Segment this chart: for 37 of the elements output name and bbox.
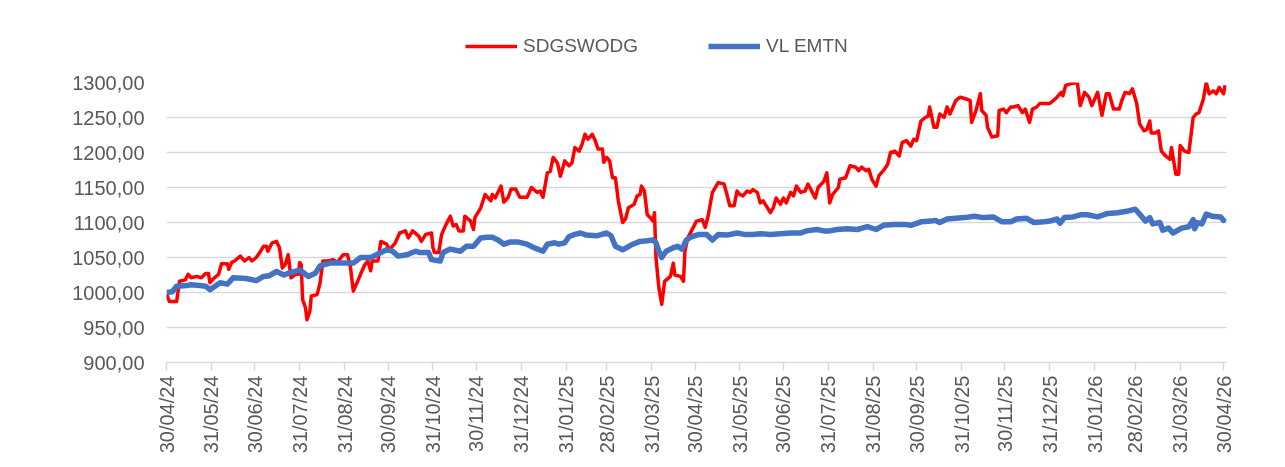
y-tick-label: 1100,00: [73, 211, 145, 234]
x-tick-label: 31/05/25: [728, 375, 751, 454]
x-tick-label: 31/05/24: [200, 375, 223, 454]
x-tick-label: 31/08/24: [333, 375, 356, 454]
x-tick-label: 31/03/25: [640, 375, 663, 454]
y-tick-label: 900,00: [83, 351, 145, 374]
y-tick-label: 1150,00: [73, 176, 145, 199]
x-tick-label: 30/06/25: [772, 375, 795, 454]
y-tick-label: 1050,00: [72, 246, 145, 269]
x-tick-label: 30/11/25: [993, 375, 1016, 452]
x-tick-label: 31/07/25: [817, 375, 840, 454]
x-tick-label: 30/06/24: [243, 375, 266, 454]
x-tick-label: 28/02/25: [595, 375, 618, 454]
y-tick-label: 1000,00: [72, 281, 145, 304]
legend-label: VL EMTN: [766, 35, 848, 57]
x-tick-label: 28/02/26: [1124, 375, 1147, 454]
x-tick-label: 30/04/25: [684, 375, 707, 454]
x-tick-label: 31/08/25: [862, 375, 885, 454]
x-tick-label: 30/09/25: [905, 375, 928, 454]
x-tick-label: 31/01/26: [1083, 375, 1106, 454]
legend-label: SDGSWODG: [523, 35, 639, 57]
x-tick-label: 31/01/25: [555, 375, 578, 454]
x-tick-label: 30/04/26: [1212, 375, 1235, 454]
x-tick-label: 31/07/24: [288, 375, 311, 454]
x-tick-label: 31/10/24: [421, 375, 444, 454]
y-tick-label: 1300,00: [72, 71, 145, 94]
x-tick-label: 31/10/25: [950, 375, 973, 454]
x-tick-label: 31/03/26: [1169, 375, 1192, 454]
x-tick-label: 30/11/24: [465, 375, 488, 452]
x-tick-label: 31/12/25: [1038, 375, 1061, 454]
line-series: [166, 82, 1227, 322]
y-tick-label: 1250,00: [72, 106, 145, 129]
x-tick-label: 31/12/24: [510, 375, 533, 454]
y-tick-label: 950,00: [83, 316, 145, 339]
y-tick-label: 1200,00: [72, 141, 145, 164]
x-tick-label: 30/09/24: [377, 375, 400, 454]
x-tick-label: 30/04/24: [155, 375, 178, 454]
